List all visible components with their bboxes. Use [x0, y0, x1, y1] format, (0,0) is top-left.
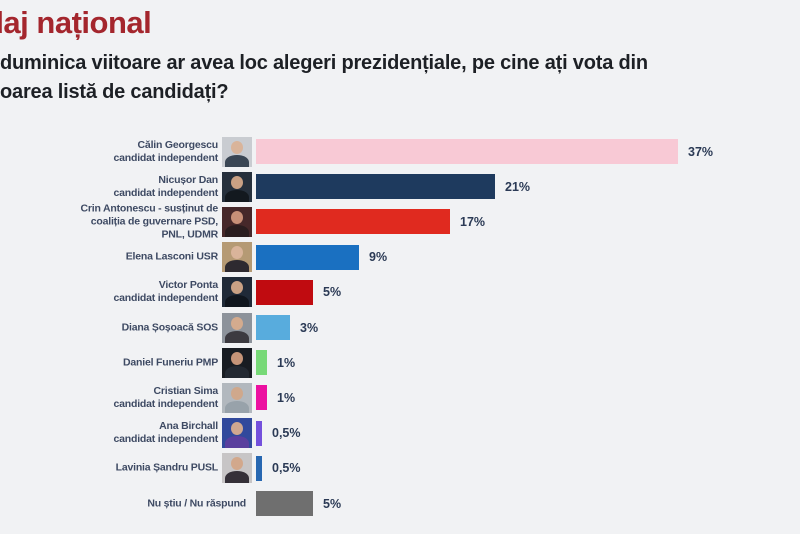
candidate-label-line: Diana Șoșoacă SOS [121, 321, 219, 333]
candidate-label-line: candidat independent [113, 433, 218, 446]
result-bar [256, 139, 678, 164]
candidate-row: Elena Lasconi USR 9% [0, 242, 800, 273]
result-value: 9% [369, 250, 388, 265]
result-value: 0,5% [272, 461, 301, 476]
candidate-label: Diana Șoșoacă SOS [121, 321, 219, 334]
result-value: 1% [277, 355, 296, 370]
candidate-label: Elena Lasconi USR [126, 251, 218, 264]
result-bar [256, 455, 262, 481]
candidate-photo [222, 347, 252, 378]
survey-question: duminica viitoare ar avea loc alegeri pr… [0, 49, 648, 107]
survey-question-line2: oarea listă de candidați? [0, 81, 229, 103]
candidate-label-line: Nicușor Dan [158, 173, 218, 186]
avatar-head-icon [231, 386, 243, 400]
candidate-row: Victor Ponta candidat independent 5% [0, 277, 800, 308]
candidate-label: Crin Antonescu - susținut de coaliția de … [80, 202, 218, 241]
avatar-shoulders-icon [225, 260, 249, 273]
candidate-photo [222, 312, 252, 343]
result-bar [256, 491, 313, 516]
result-bar [256, 174, 495, 200]
candidate-label-line: candidat independent [113, 186, 218, 199]
result-bar [256, 350, 267, 376]
avatar-head-icon [231, 457, 243, 471]
avatar-head-icon [231, 422, 243, 436]
candidate-label-line: candidat independent [113, 151, 218, 164]
candidate-photo [222, 382, 252, 413]
candidate-label-line: Cristian Sima [153, 384, 218, 397]
avatar-head-icon [231, 175, 243, 189]
result-bar [256, 315, 290, 340]
avatar-shoulders-icon [225, 224, 249, 237]
avatar-head-icon [231, 316, 243, 330]
candidate-label: Cristian Sima candidat independent [113, 385, 218, 411]
candidate-label: Călin Georgescu candidat independent [113, 139, 218, 165]
candidate-label-line: candidat independent [113, 397, 218, 410]
avatar-shoulders-icon [225, 365, 249, 378]
result-value: 3% [300, 320, 319, 335]
candidate-label: Daniel Funeriu PMP [123, 356, 218, 369]
candidate-label: Victor Ponta candidat independent [113, 279, 218, 305]
avatar-shoulders-icon [225, 436, 249, 449]
result-value: 0,5% [272, 426, 301, 441]
result-value: 37% [688, 144, 714, 159]
candidate-label: Nu știu / Nu răspund [147, 497, 246, 510]
candidate-label-line: candidat independent [113, 292, 218, 305]
result-value: 21% [505, 179, 531, 194]
candidate-label-line: Călin Georgescu [137, 138, 219, 151]
avatar-shoulders-icon [225, 330, 249, 343]
result-bar [256, 209, 450, 235]
result-value: 5% [323, 496, 342, 511]
candidate-row: Nu știu / Nu răspund 5% [0, 489, 800, 519]
result-value: 1% [277, 390, 296, 405]
avatar-head-icon [231, 246, 243, 260]
result-bar [256, 279, 313, 305]
result-bar [256, 420, 262, 446]
result-bar [256, 385, 267, 411]
candidate-label: Nicușor Dan candidat independent [113, 174, 218, 200]
result-value: 5% [323, 285, 342, 300]
candidate-row: Diana Șoșoacă SOS 3% [0, 312, 800, 343]
candidate-label-line: Ana Birchall [159, 420, 218, 433]
avatar-shoulders-icon [225, 471, 249, 484]
candidate-row: Ana Birchall candidat independent 0,5% [0, 418, 800, 449]
avatar-shoulders-icon [225, 154, 249, 167]
candidate-photo [222, 453, 252, 484]
avatar-head-icon [231, 281, 243, 295]
avatar-shoulders-icon [225, 400, 249, 413]
candidate-label-line: Elena Lasconi USR [125, 250, 218, 263]
page-title-text: daj național [0, 5, 152, 40]
candidate-label: Ana Birchall candidat independent [113, 420, 218, 446]
candidate-photo [222, 277, 252, 308]
avatar-head-icon [231, 351, 243, 365]
candidate-label-line: Crin Antonescu - susținut de [80, 202, 218, 215]
survey-question-line1: duminica viitoare ar avea loc alegeri pr… [0, 52, 648, 74]
candidate-label-line: Daniel Funeriu PMP [123, 356, 218, 369]
candidate-row: Nicușor Dan candidat independent 21% [0, 171, 800, 202]
candidate-row: Daniel Funeriu PMP 1% [0, 347, 800, 378]
result-value: 17% [460, 214, 486, 229]
candidate-label-line: Nu știu / Nu răspund [147, 497, 246, 509]
candidate-label-line: PNL, UDMR [161, 228, 218, 241]
candidate-photo [222, 136, 252, 167]
avatar-shoulders-icon [225, 295, 249, 308]
candidate-label: Lavinia Șandru PUSL [115, 461, 219, 475]
candidate-label-line: Victor Ponta [158, 279, 218, 292]
candidate-label-line: Lavinia Șandru PUSL [115, 461, 219, 474]
candidate-photo [222, 418, 252, 449]
candidate-row: Călin Georgescu candidat independent 37% [0, 136, 800, 167]
page-title: daj național [0, 5, 152, 41]
candidate-photo [222, 242, 252, 273]
result-bar [256, 244, 359, 270]
candidate-photo [222, 171, 252, 202]
candidate-label-line: coaliția de guvernare PSD, [90, 215, 218, 228]
avatar-head-icon [231, 210, 243, 224]
candidate-row: Crin Antonescu - susținut de coaliția de … [0, 202, 800, 240]
candidate-row: Lavinia Șandru PUSL 0,5% [0, 453, 800, 484]
avatar-head-icon [231, 140, 243, 154]
candidate-photo [222, 206, 252, 237]
candidate-row: Cristian Sima candidat independent 1% [0, 382, 800, 413]
avatar-shoulders-icon [225, 189, 249, 202]
